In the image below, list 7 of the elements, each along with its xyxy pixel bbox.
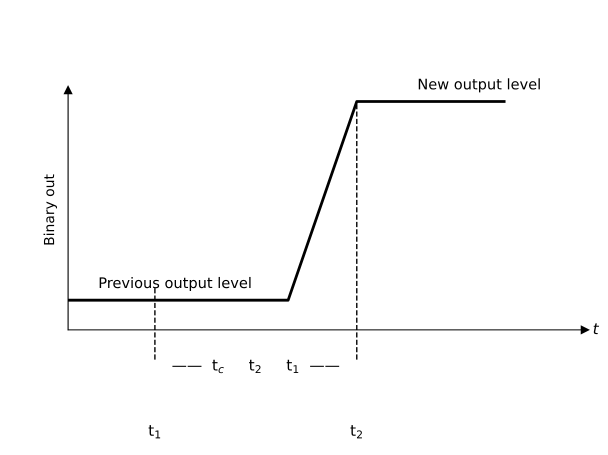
- annotation: Previous output level: [100, 276, 251, 292]
- x-tick-label: t$_{2}$: [350, 425, 362, 438]
- x-tick-label: t$_{1}$: [148, 425, 160, 438]
- annotation: New output level: [418, 78, 540, 92]
- y-axis-title: Binary out: [44, 174, 57, 245]
- x-axis-title: t: [594, 323, 600, 334]
- text: —— t$_{c}$ t$_{2}$ t$_{1}$ ——: [172, 360, 340, 374]
